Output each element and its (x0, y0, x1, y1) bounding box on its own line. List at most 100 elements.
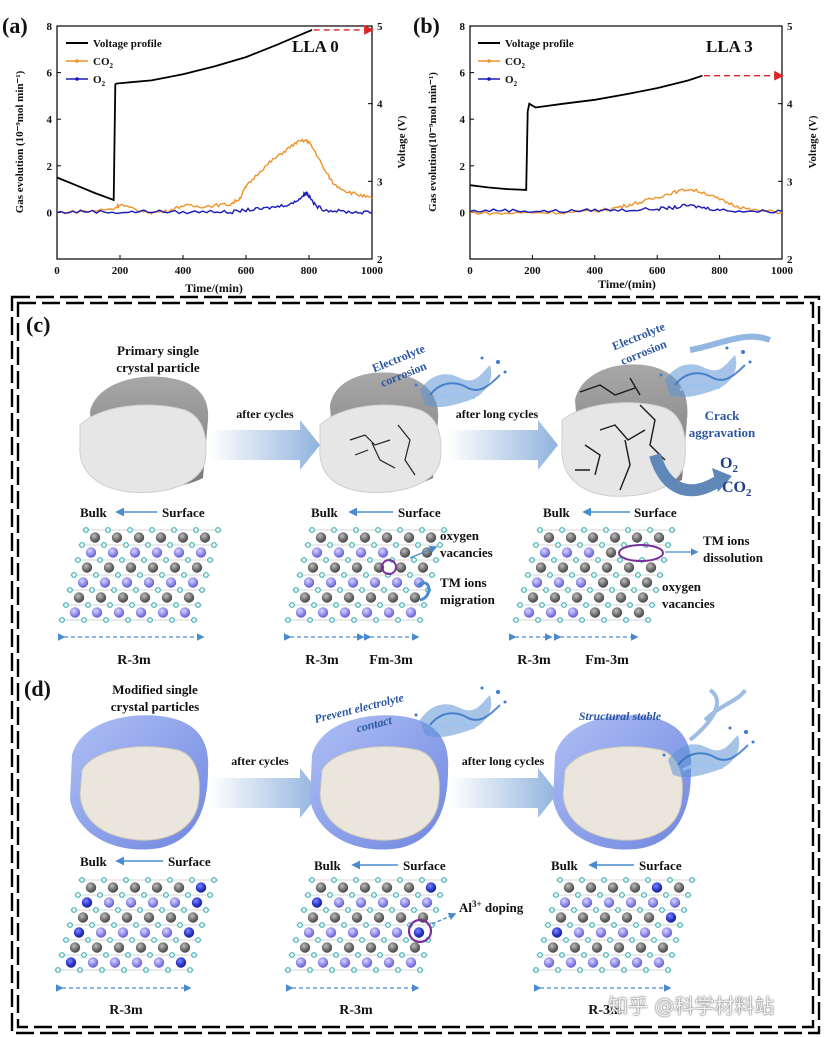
oxygen-atom (155, 922, 161, 928)
c-lattice-2 (284, 527, 448, 623)
chart-a-xtick-label-4: 800 (301, 265, 318, 277)
d-particle-1 (70, 715, 209, 850)
c-arrow1-label: after cycles (236, 407, 294, 421)
c-lattice-1 (58, 527, 222, 623)
c-title-line1: Primary single (117, 343, 199, 358)
oxygen-atom (81, 617, 87, 623)
tm-atom (307, 912, 319, 923)
tm-atom (143, 912, 155, 923)
c-bulk-surface-3: Bulk Surface (543, 505, 677, 520)
tm-atom (607, 882, 619, 893)
oxygen-atom (569, 572, 575, 578)
tm-atom (603, 897, 615, 908)
oxygen-atom (381, 937, 387, 943)
oxygen-atom (603, 952, 609, 958)
oxygen-atom (545, 922, 551, 928)
tm-atom (601, 562, 613, 573)
oxygen-atom (171, 527, 177, 533)
tm-atom (361, 957, 373, 968)
tm-atom (365, 942, 377, 953)
chart-b-ytick-label-1: 2 (460, 161, 466, 173)
tm-atom (195, 547, 207, 558)
oxygen-atom (395, 967, 401, 973)
oxygen-atom (101, 542, 107, 548)
oxygen-atom (417, 617, 423, 623)
oxygen-atom (651, 937, 657, 943)
chart-a-y2tick-label-1: 3 (377, 176, 383, 188)
oxygen-atom (141, 892, 147, 898)
oxygen-atom (149, 527, 155, 533)
tm-atom (129, 882, 141, 893)
oxygen-atom (185, 557, 191, 563)
tm-atom (143, 577, 155, 588)
d-phase-r-3: R-3m (588, 1003, 622, 1018)
chart-a-ytick-label-3: 6 (47, 68, 53, 80)
chart-b-xtick-label-5: 1000 (771, 265, 794, 277)
c-splash-1 (413, 355, 508, 409)
oxygen-atom (331, 527, 337, 533)
oxygen-atom (437, 892, 443, 898)
d-doping-label: Al3+ doping (459, 899, 524, 915)
oxygen-atom (551, 557, 557, 563)
c-oxy-vac2-line2: vacancies (662, 596, 715, 611)
tm-atom (543, 957, 555, 968)
oxygen-atom (121, 967, 127, 973)
c-surface-1: Surface (162, 505, 205, 520)
oxygen-atom (563, 937, 569, 943)
tm-atom (85, 882, 97, 893)
tm-atom (135, 607, 147, 618)
oxygen-atom (681, 907, 687, 913)
tm-atom (387, 942, 399, 953)
tm-atom (109, 957, 121, 968)
oxygen-atom (411, 907, 417, 913)
c-tm-dissolution-line2: dissolution (703, 550, 764, 565)
tm-atom (409, 942, 421, 953)
c-oxy-vac1-line1: oxygen (440, 528, 480, 543)
tm-atom (317, 607, 329, 618)
tm-atom (539, 547, 551, 558)
tm-atom (161, 927, 173, 938)
tm-atom (85, 547, 97, 558)
oxygen-atom (103, 952, 109, 958)
oxygen-atom (619, 892, 625, 898)
d-phase-r-2: R-3m (339, 1003, 373, 1018)
tm-atom (333, 897, 345, 908)
oxygen-atom (125, 952, 131, 958)
d-particle1-core (79, 746, 200, 841)
oxygen-atom (181, 572, 187, 578)
oxygen-atom (285, 967, 291, 973)
oxygen-atom (55, 967, 61, 973)
tm-atom (103, 562, 115, 573)
oxygen-atom (599, 542, 605, 548)
outer-dashed-border (10, 295, 821, 1035)
chart-b-y2tick-label-3: 5 (787, 21, 793, 33)
d-arrow-2: after long cycles (450, 754, 558, 818)
tm-atom (139, 592, 151, 603)
tm-atom (621, 912, 633, 923)
oxygen-atom (345, 907, 351, 913)
chart-b-ytick-label-2: 4 (460, 114, 466, 126)
tm-atom (543, 532, 555, 543)
oxygen-atom (119, 557, 125, 563)
chart-a-y2tick-label-3: 5 (377, 21, 383, 33)
chart-a-y2tick-label-0: 2 (377, 254, 383, 266)
oxygen-atom (359, 587, 365, 593)
tm-atom (153, 957, 165, 968)
legend-b-o2-marker (487, 77, 491, 81)
oxygen-atom (525, 572, 531, 578)
oxygen-atom (167, 877, 173, 883)
c-bulk-surface-2: Bulk Surface (311, 505, 441, 520)
oxygen-atom (189, 877, 195, 883)
oxygen-atom (319, 922, 325, 928)
oxygen-atom (305, 542, 311, 548)
oxygen-atom (363, 572, 369, 578)
tm-atom (151, 547, 163, 558)
tm-atom (561, 547, 573, 558)
tm-atom (391, 577, 403, 588)
tm-atom (359, 882, 371, 893)
oxygen-atom (77, 967, 83, 973)
oxygen-atom (567, 922, 573, 928)
chart-a-xtick-label-0: 0 (54, 265, 60, 277)
c-particle-cycled: Electrolyte corrosion (319, 341, 508, 493)
c-lattice-3 (512, 527, 676, 623)
